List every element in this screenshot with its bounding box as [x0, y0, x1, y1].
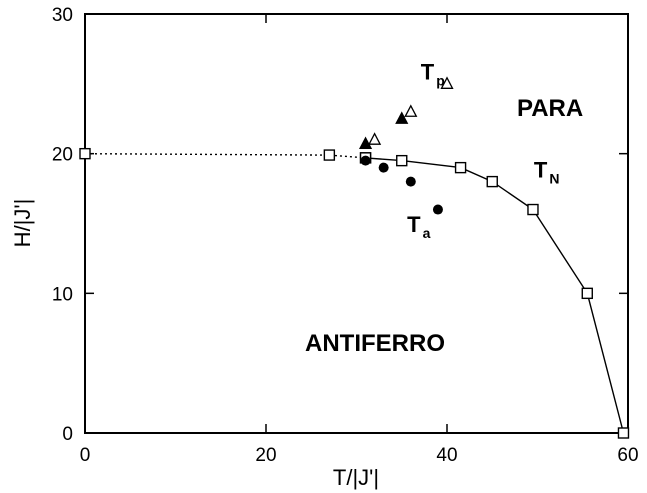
- region-label-para: PARA: [517, 95, 583, 122]
- x-tick-label: 60: [617, 445, 638, 466]
- x-tick-label: 40: [436, 445, 457, 466]
- data-point-tn: [581, 287, 593, 300]
- data-point-ta: [360, 155, 371, 166]
- data-point-tp_open: [404, 104, 418, 117]
- data-point-tn: [527, 203, 539, 216]
- data-point-tp_open: [368, 132, 382, 145]
- plot-frame: [84, 13, 629, 434]
- data-point-low: [79, 147, 91, 160]
- data-point-low: [323, 149, 336, 161]
- data-point-ta: [405, 176, 416, 187]
- data-point-tn: [486, 175, 498, 188]
- y-tick-label: 20: [52, 145, 73, 166]
- data-point-tp_filled: [395, 111, 409, 124]
- data-point-ta: [432, 204, 443, 215]
- data-point-tn: [454, 161, 467, 174]
- y-tick-label: 0: [62, 424, 73, 445]
- data-point-tn: [617, 427, 630, 439]
- y-tick-label: 10: [52, 284, 73, 305]
- y-axis-label: H/|J'|: [10, 199, 35, 248]
- data-point-tn: [396, 154, 408, 167]
- x-axis-label: T/|J'|: [333, 465, 379, 490]
- region-label-antiferro: ANTIFERRO: [305, 330, 445, 357]
- chart-marks: [79, 13, 630, 439]
- x-tick-label: 20: [255, 445, 276, 466]
- y-tick-label: 30: [52, 5, 73, 26]
- data-point-ta: [378, 162, 389, 173]
- data-point-tp_filled: [358, 136, 373, 150]
- data-point-tp_open: [440, 76, 454, 89]
- x-tick-label: 0: [80, 445, 91, 466]
- series-line-low: [84, 153, 366, 159]
